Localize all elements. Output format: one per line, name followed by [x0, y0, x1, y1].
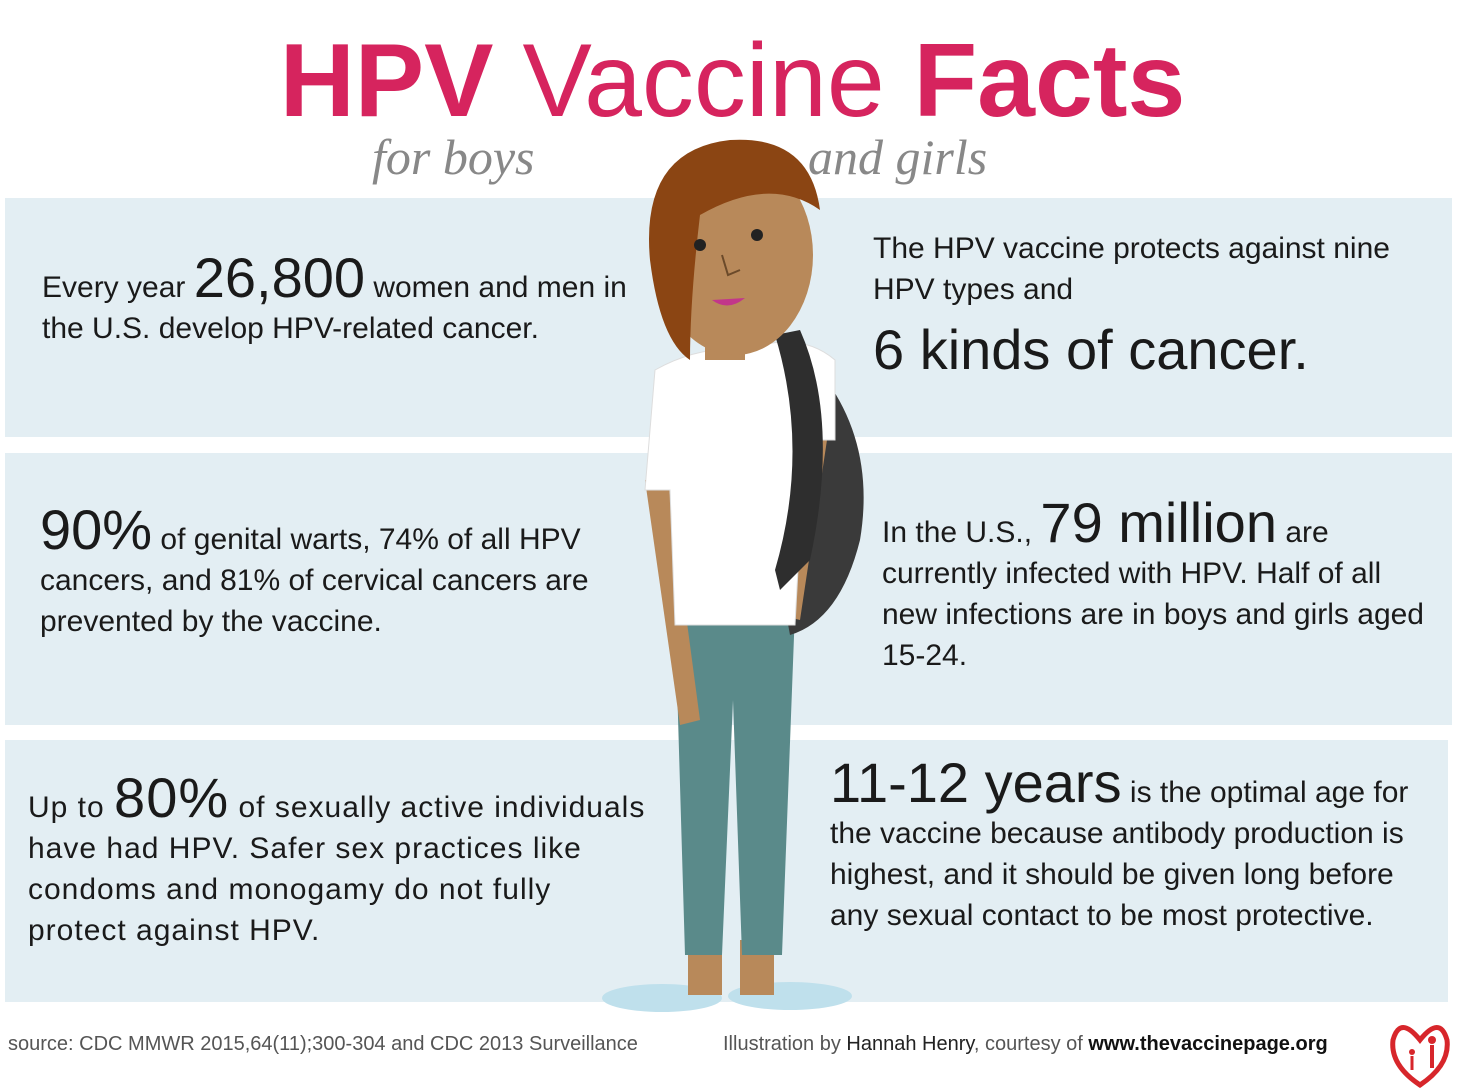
- fact: The HPV vaccine protects against nine HP…: [873, 228, 1413, 390]
- text: are currently infected with HPV. Half of…: [882, 516, 1424, 672]
- highlight: 79 million: [1040, 491, 1277, 554]
- text: women and men in the U.S. develop HPV-re…: [42, 271, 627, 345]
- highlight: 80%: [114, 766, 230, 829]
- title: HPV Vaccine Facts: [0, 22, 1465, 141]
- subtitle: and girls: [808, 129, 988, 185]
- fact: Up to 80% of sexually active individuals…: [28, 770, 653, 951]
- text: Every year: [42, 271, 194, 304]
- fact: 11-12 years is the optimal age for the v…: [830, 755, 1430, 936]
- fact: 90% of genital warts, 74% of all HPV can…: [40, 502, 640, 642]
- subtitle: for boys: [372, 129, 535, 185]
- source: source: CDC MMWR 2015,64(11);300-304 and…: [8, 1033, 638, 1055]
- text: is the optimal age for the vaccine becau…: [830, 776, 1409, 932]
- website: www.thevaccinepage.org: [1088, 1033, 1328, 1055]
- fact: In the U.S., 79 million are currently in…: [882, 495, 1427, 676]
- highlight: 26,800: [193, 246, 365, 309]
- text: of genital warts, 74% of all HPV cancers…: [40, 523, 589, 638]
- highlight: 11-12 years: [830, 751, 1122, 814]
- credit: Illustration by Hannah Henry, courtesy o…: [723, 1033, 1328, 1056]
- text: In the U.S.,: [882, 516, 1041, 549]
- highlight: 90%: [40, 498, 153, 561]
- title-part: HPV: [279, 23, 494, 139]
- text: Illustration by: [723, 1033, 847, 1055]
- text: The HPV vaccine protects against nine HP…: [873, 232, 1390, 306]
- title-part: Facts: [913, 23, 1186, 139]
- illustrator: Hannah Henry: [846, 1033, 974, 1055]
- text: of sexually active individuals have had …: [28, 791, 646, 947]
- fact: Every year 26,800 women and men in the U…: [42, 250, 632, 349]
- text: , courtesy of: [973, 1033, 1089, 1055]
- highlight: 6 kinds of cancer.: [873, 318, 1309, 381]
- text: Up to: [28, 791, 115, 824]
- title-part: Vaccine: [522, 23, 885, 139]
